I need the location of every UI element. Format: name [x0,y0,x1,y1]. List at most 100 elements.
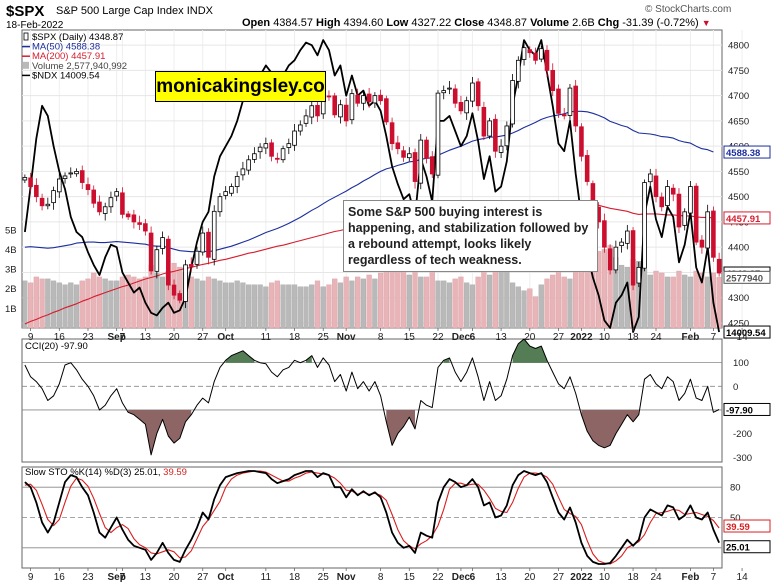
volume-tick-label: 5B [5,225,17,236]
candle-body [435,92,441,176]
x-tick-label: 7 [711,332,717,343]
candle-body [263,143,269,149]
volume-tick-label: 1B [5,304,17,315]
change-label: Chg [597,17,620,29]
candle-body [217,196,223,213]
candle-body [206,231,211,258]
x-tick-label: 2022 [570,332,593,343]
volume-bar [383,268,389,329]
candle-body [567,87,573,116]
candle-body [45,203,51,207]
ticker-symbol: $SPX [6,3,45,20]
price-tick-label: 4700 [728,91,749,102]
cci-tick-label: 0 [733,382,738,393]
x-tick-label: 10 [599,572,611,583]
candle-body [458,102,464,112]
volume-bar [458,276,464,329]
price-tick-label: 4650 [728,116,749,127]
source-credit[interactable]: © StockCharts.com [645,4,732,15]
candle-body [22,177,28,181]
candle-body [355,94,360,104]
last-value-tag-box [723,211,771,225]
candle-body [154,249,160,272]
x-tick-label: 23 [82,572,94,583]
x-tick-label: 8 [378,572,384,583]
volume-bar [297,286,303,329]
x-tick-label: 2022 [570,572,593,583]
volume-bar [131,276,137,329]
x-tick-label: 13 [140,572,152,583]
volume-bar [343,276,349,329]
candle-body [395,142,401,150]
candle-body [183,264,188,302]
volume-bar [429,270,435,329]
low-label: Low [386,17,409,29]
candle-body [378,94,383,102]
x-tick-label: 15 [404,572,416,583]
sto-d-last-value: 39.59 [726,522,750,533]
x-tick-label: 25 [318,332,330,343]
candle-body [504,125,510,147]
cci-tick-label: -200 [733,429,752,440]
legend-swatch [23,32,29,41]
volume-bar [441,280,447,329]
x-tick-label: 27 [553,572,565,583]
x-tick-label: 9 [28,332,34,343]
last-value-tag-box [723,145,771,159]
candle-body [326,95,332,98]
price-tick-label: 4800 [728,41,749,52]
volume-bar [360,278,367,329]
low-value: 4327.22 [411,17,452,29]
candle-body [527,49,533,54]
x-tick-label: 6 [470,572,476,583]
index-full-name: S&P 500 Large Cap Index [56,5,184,17]
candle-body [693,185,699,243]
candle-body [286,143,292,148]
cci-tick-label: 100 [733,358,749,369]
close-label: Close [454,17,485,29]
x-tick-label: 10 [599,332,611,343]
last-value-tag: 4588.38 [726,148,760,159]
x-tick-label: 18 [628,332,640,343]
candle-body [39,197,45,207]
volume-bar [521,290,527,329]
x-tick-label: Dec [452,572,471,583]
candle-body [659,196,665,208]
volume-bar [137,278,143,329]
candle-body [257,146,263,153]
x-tick-label: 7 [120,572,126,583]
x-tick-label: 6 [470,332,476,343]
candle-body [475,81,481,107]
candle-body [194,250,200,265]
volume-bar [349,280,355,329]
volume-bar [555,270,562,329]
candle-body [389,122,395,145]
volume-bar [412,266,418,329]
price-tick-label: 4400 [728,243,749,254]
volume-bar [670,276,676,329]
candle-body [452,88,458,104]
volume-bar [125,274,131,329]
annotation-box: Some S&P 500 buying interest is happenin… [343,200,598,272]
x-tick-label: 18 [289,572,301,583]
volume-bar [246,284,252,329]
legend-swatch [23,61,29,69]
volume-bar [664,276,671,329]
volume-bar [108,280,114,329]
volume-bar [217,280,223,329]
candle-body [246,159,251,171]
cci-tick-label: -300 [733,453,752,464]
candle-body [516,59,521,82]
candle-body [188,264,194,267]
volume-bar [251,284,257,329]
volume-tick-label: 2B [5,284,17,295]
volume-bar [263,286,269,329]
candle-body [85,184,91,191]
candle-body [137,222,142,225]
candle-body [269,142,274,157]
candle-body [234,176,240,187]
x-tick-label: 20 [168,572,180,583]
volume-bar [366,274,372,329]
x-tick-label: 24 [650,332,662,343]
volume-bar [62,284,68,329]
